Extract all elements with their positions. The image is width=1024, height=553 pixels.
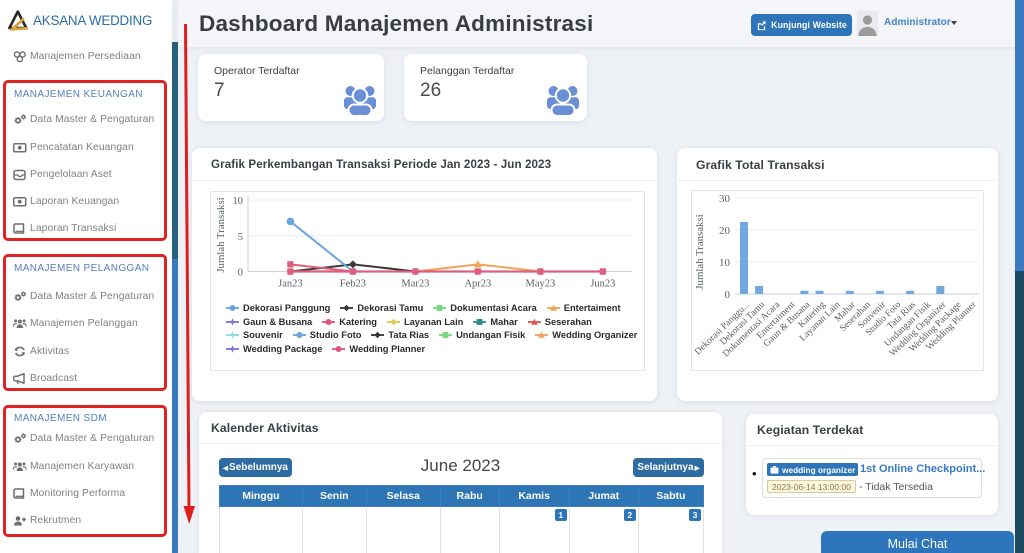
svg-text:May23: May23 — [526, 279, 556, 290]
svg-text:Feb23: Feb23 — [340, 279, 366, 290]
svg-text:10: 10 — [719, 257, 731, 269]
svg-text:Jun23: Jun23 — [590, 279, 615, 290]
svg-text:Jumlah Transaksi: Jumlah Transaksi — [694, 214, 706, 289]
svg-text:10: 10 — [233, 196, 244, 207]
svg-text:5: 5 — [238, 232, 243, 243]
svg-text:30: 30 — [719, 193, 731, 205]
svg-text:Apr23: Apr23 — [464, 279, 491, 290]
svg-text:20: 20 — [719, 225, 731, 237]
svg-text:Mar23: Mar23 — [401, 279, 429, 290]
svg-text:Jumlah Transaksi: Jumlah Transaksi — [215, 197, 227, 272]
svg-text:Jan23: Jan23 — [278, 279, 303, 290]
svg-text:0: 0 — [238, 268, 243, 279]
svg-text:0: 0 — [725, 289, 731, 301]
